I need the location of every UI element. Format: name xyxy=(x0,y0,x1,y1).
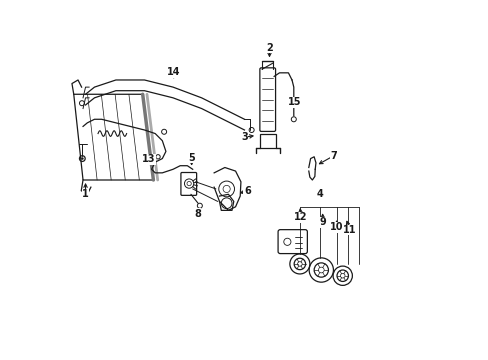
Text: 9: 9 xyxy=(319,217,326,227)
Text: 5: 5 xyxy=(188,153,195,163)
Text: 1: 1 xyxy=(82,189,89,199)
Text: 2: 2 xyxy=(265,43,272,53)
Text: 15: 15 xyxy=(287,97,301,107)
Text: 10: 10 xyxy=(329,222,343,232)
Text: 14: 14 xyxy=(167,67,180,77)
Text: 3: 3 xyxy=(241,132,247,142)
Text: 7: 7 xyxy=(330,151,337,161)
Text: 6: 6 xyxy=(244,186,250,197)
Text: 8: 8 xyxy=(194,208,201,219)
Text: 13: 13 xyxy=(142,154,155,164)
Text: 11: 11 xyxy=(343,225,356,235)
Text: 4: 4 xyxy=(316,189,322,199)
Circle shape xyxy=(81,157,83,159)
Text: 12: 12 xyxy=(294,212,307,222)
